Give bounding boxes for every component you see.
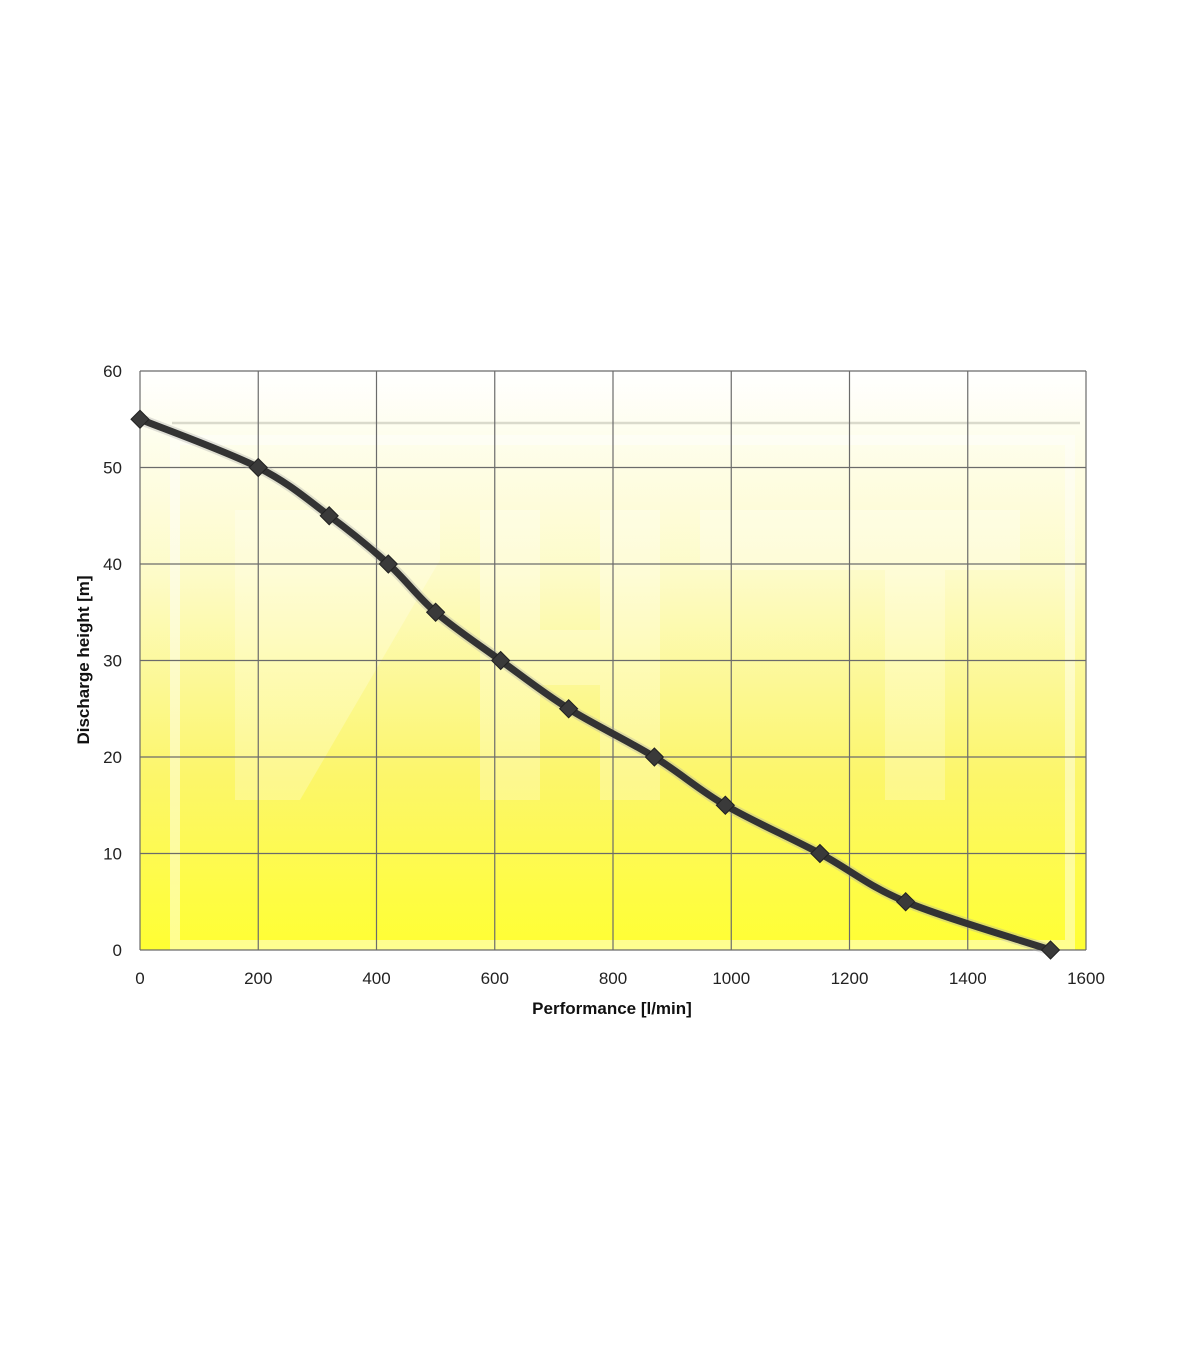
y-tick-label: 20 (103, 748, 122, 767)
x-tick-label: 0 (135, 969, 144, 988)
data-point-marker (378, 554, 399, 574)
data-point-marker (490, 650, 511, 671)
y-tick-label: 40 (103, 555, 122, 574)
y-tick-label: 30 (103, 652, 122, 671)
x-tick-label: 1000 (712, 969, 750, 988)
series-line (136, 415, 1055, 954)
y-axis-title: Discharge height [m] (74, 575, 93, 744)
x-tick-label: 1400 (949, 969, 987, 988)
x-axis-ticks: 0 200 400 600 800 1000 1200 1400 1600 (135, 969, 1105, 988)
data-point-marker (715, 795, 736, 815)
series-layer (130, 409, 1061, 960)
x-tick-label: 1200 (831, 969, 869, 988)
y-axis-ticks: 0 10 20 30 40 50 60 (103, 362, 122, 960)
x-axis-title: Performance [l/min] (532, 999, 692, 1018)
x-tick-label: 1600 (1067, 969, 1105, 988)
x-tick-label: 600 (481, 969, 509, 988)
data-point-marker (644, 747, 665, 767)
x-tick-label: 800 (599, 969, 627, 988)
y-tick-label: 10 (103, 845, 122, 864)
data-point-marker (558, 699, 579, 719)
data-point-marker (895, 892, 916, 912)
x-tick-label: 400 (362, 969, 390, 988)
data-point-marker (425, 602, 446, 622)
y-tick-label: 50 (103, 459, 122, 478)
data-point-marker (130, 409, 150, 429)
data-point-marker (319, 506, 339, 526)
y-tick-label: 0 (113, 941, 122, 960)
x-tick-label: 200 (244, 969, 272, 988)
data-point-marker (248, 457, 268, 478)
y-tick-label: 60 (103, 362, 122, 381)
data-point-marker (810, 843, 830, 864)
data-point-marker (1040, 940, 1061, 960)
